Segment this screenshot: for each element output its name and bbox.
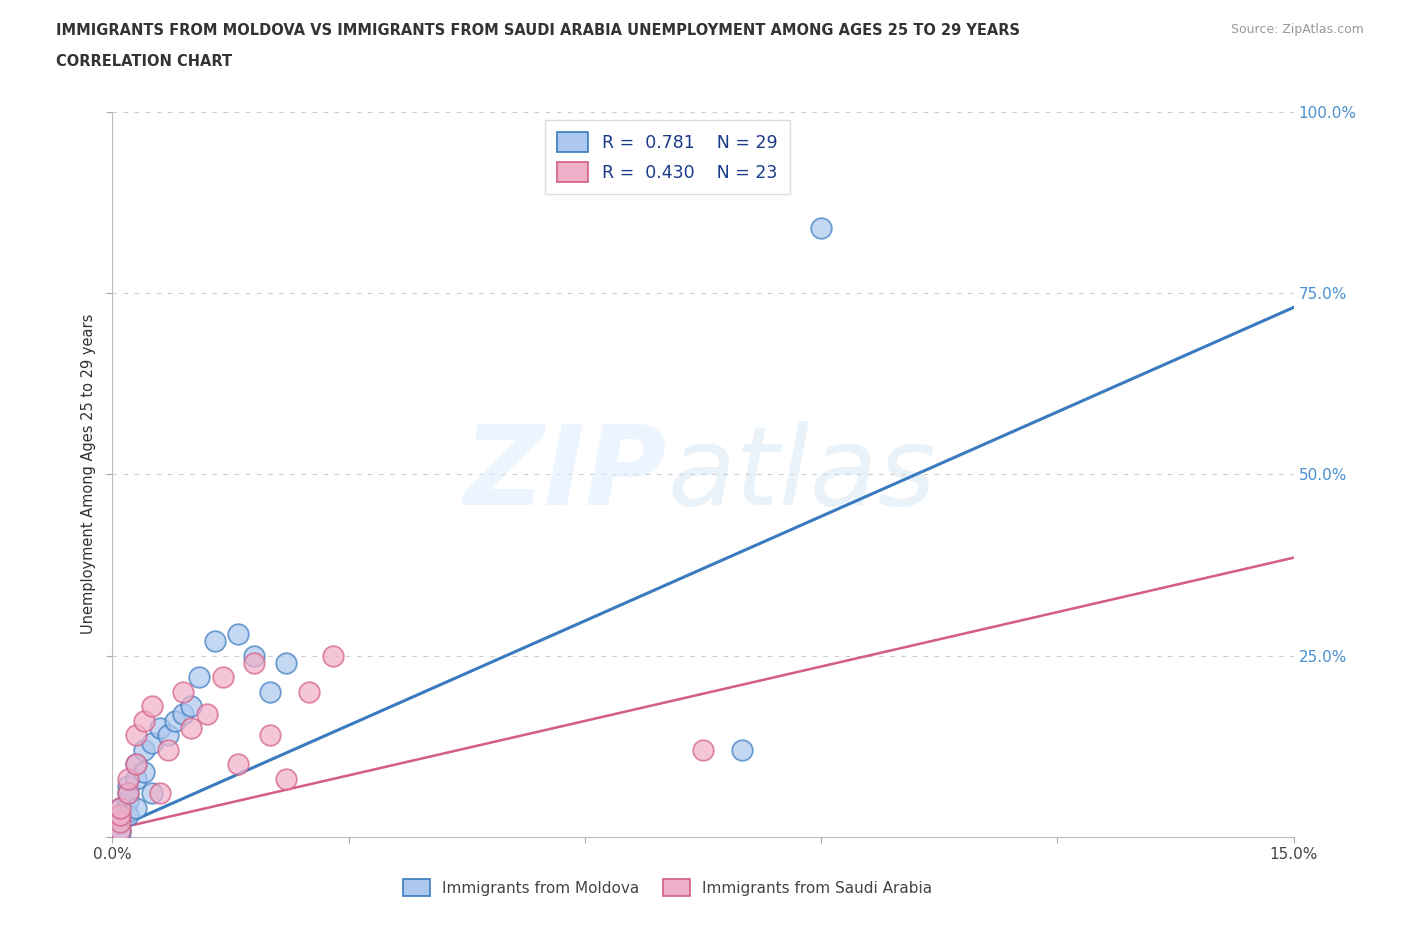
Point — [132, 742, 155, 757]
Text: IMMIGRANTS FROM MOLDOVA VS IMMIGRANTS FROM SAUDI ARABIA UNEMPLOYMENT AMONG AGES : IMMIGRANTS FROM MOLDOVA VS IMMIGRANTS FR… — [56, 23, 1021, 38]
Point — [259, 684, 281, 699]
Point — [125, 757, 148, 772]
Legend: Immigrants from Moldova, Immigrants from Saudi Arabia: Immigrants from Moldova, Immigrants from… — [396, 873, 939, 902]
Point — [180, 721, 202, 736]
Point — [132, 764, 155, 779]
Point — [195, 706, 218, 721]
Point — [172, 706, 194, 721]
Point — [110, 815, 132, 830]
Point — [243, 648, 266, 663]
Y-axis label: Unemployment Among Ages 25 to 29 years: Unemployment Among Ages 25 to 29 years — [80, 314, 96, 634]
Point — [110, 822, 132, 837]
Point — [228, 757, 250, 772]
Point — [125, 728, 148, 743]
Point — [156, 742, 179, 757]
Point — [117, 793, 139, 808]
Point — [731, 742, 754, 757]
Point — [188, 670, 211, 684]
Text: CORRELATION CHART: CORRELATION CHART — [56, 54, 232, 69]
Point — [117, 778, 139, 793]
Point — [117, 808, 139, 823]
Point — [141, 786, 163, 801]
Point — [117, 786, 139, 801]
Point — [149, 786, 172, 801]
Text: ZIP: ZIP — [464, 420, 668, 528]
Point — [110, 826, 132, 841]
Point — [141, 699, 163, 714]
Point — [228, 627, 250, 642]
Point — [322, 648, 344, 663]
Point — [204, 633, 226, 648]
Point — [274, 656, 297, 671]
Point — [141, 736, 163, 751]
Point — [125, 772, 148, 787]
Point — [110, 822, 132, 837]
Point — [211, 670, 233, 684]
Point — [110, 801, 132, 816]
Point — [165, 713, 187, 728]
Point — [298, 684, 321, 699]
Text: Source: ZipAtlas.com: Source: ZipAtlas.com — [1230, 23, 1364, 36]
Point — [274, 772, 297, 787]
Point — [125, 801, 148, 816]
Point — [243, 656, 266, 671]
Point — [180, 699, 202, 714]
Point — [692, 742, 714, 757]
Point — [110, 808, 132, 823]
Point — [117, 772, 139, 787]
Point — [810, 220, 832, 235]
Point — [149, 721, 172, 736]
Point — [110, 808, 132, 823]
Point — [117, 786, 139, 801]
Point — [156, 728, 179, 743]
Point — [132, 713, 155, 728]
Point — [110, 815, 132, 830]
Point — [259, 728, 281, 743]
Point — [125, 757, 148, 772]
Text: atlas: atlas — [668, 420, 936, 528]
Point — [110, 801, 132, 816]
Point — [172, 684, 194, 699]
